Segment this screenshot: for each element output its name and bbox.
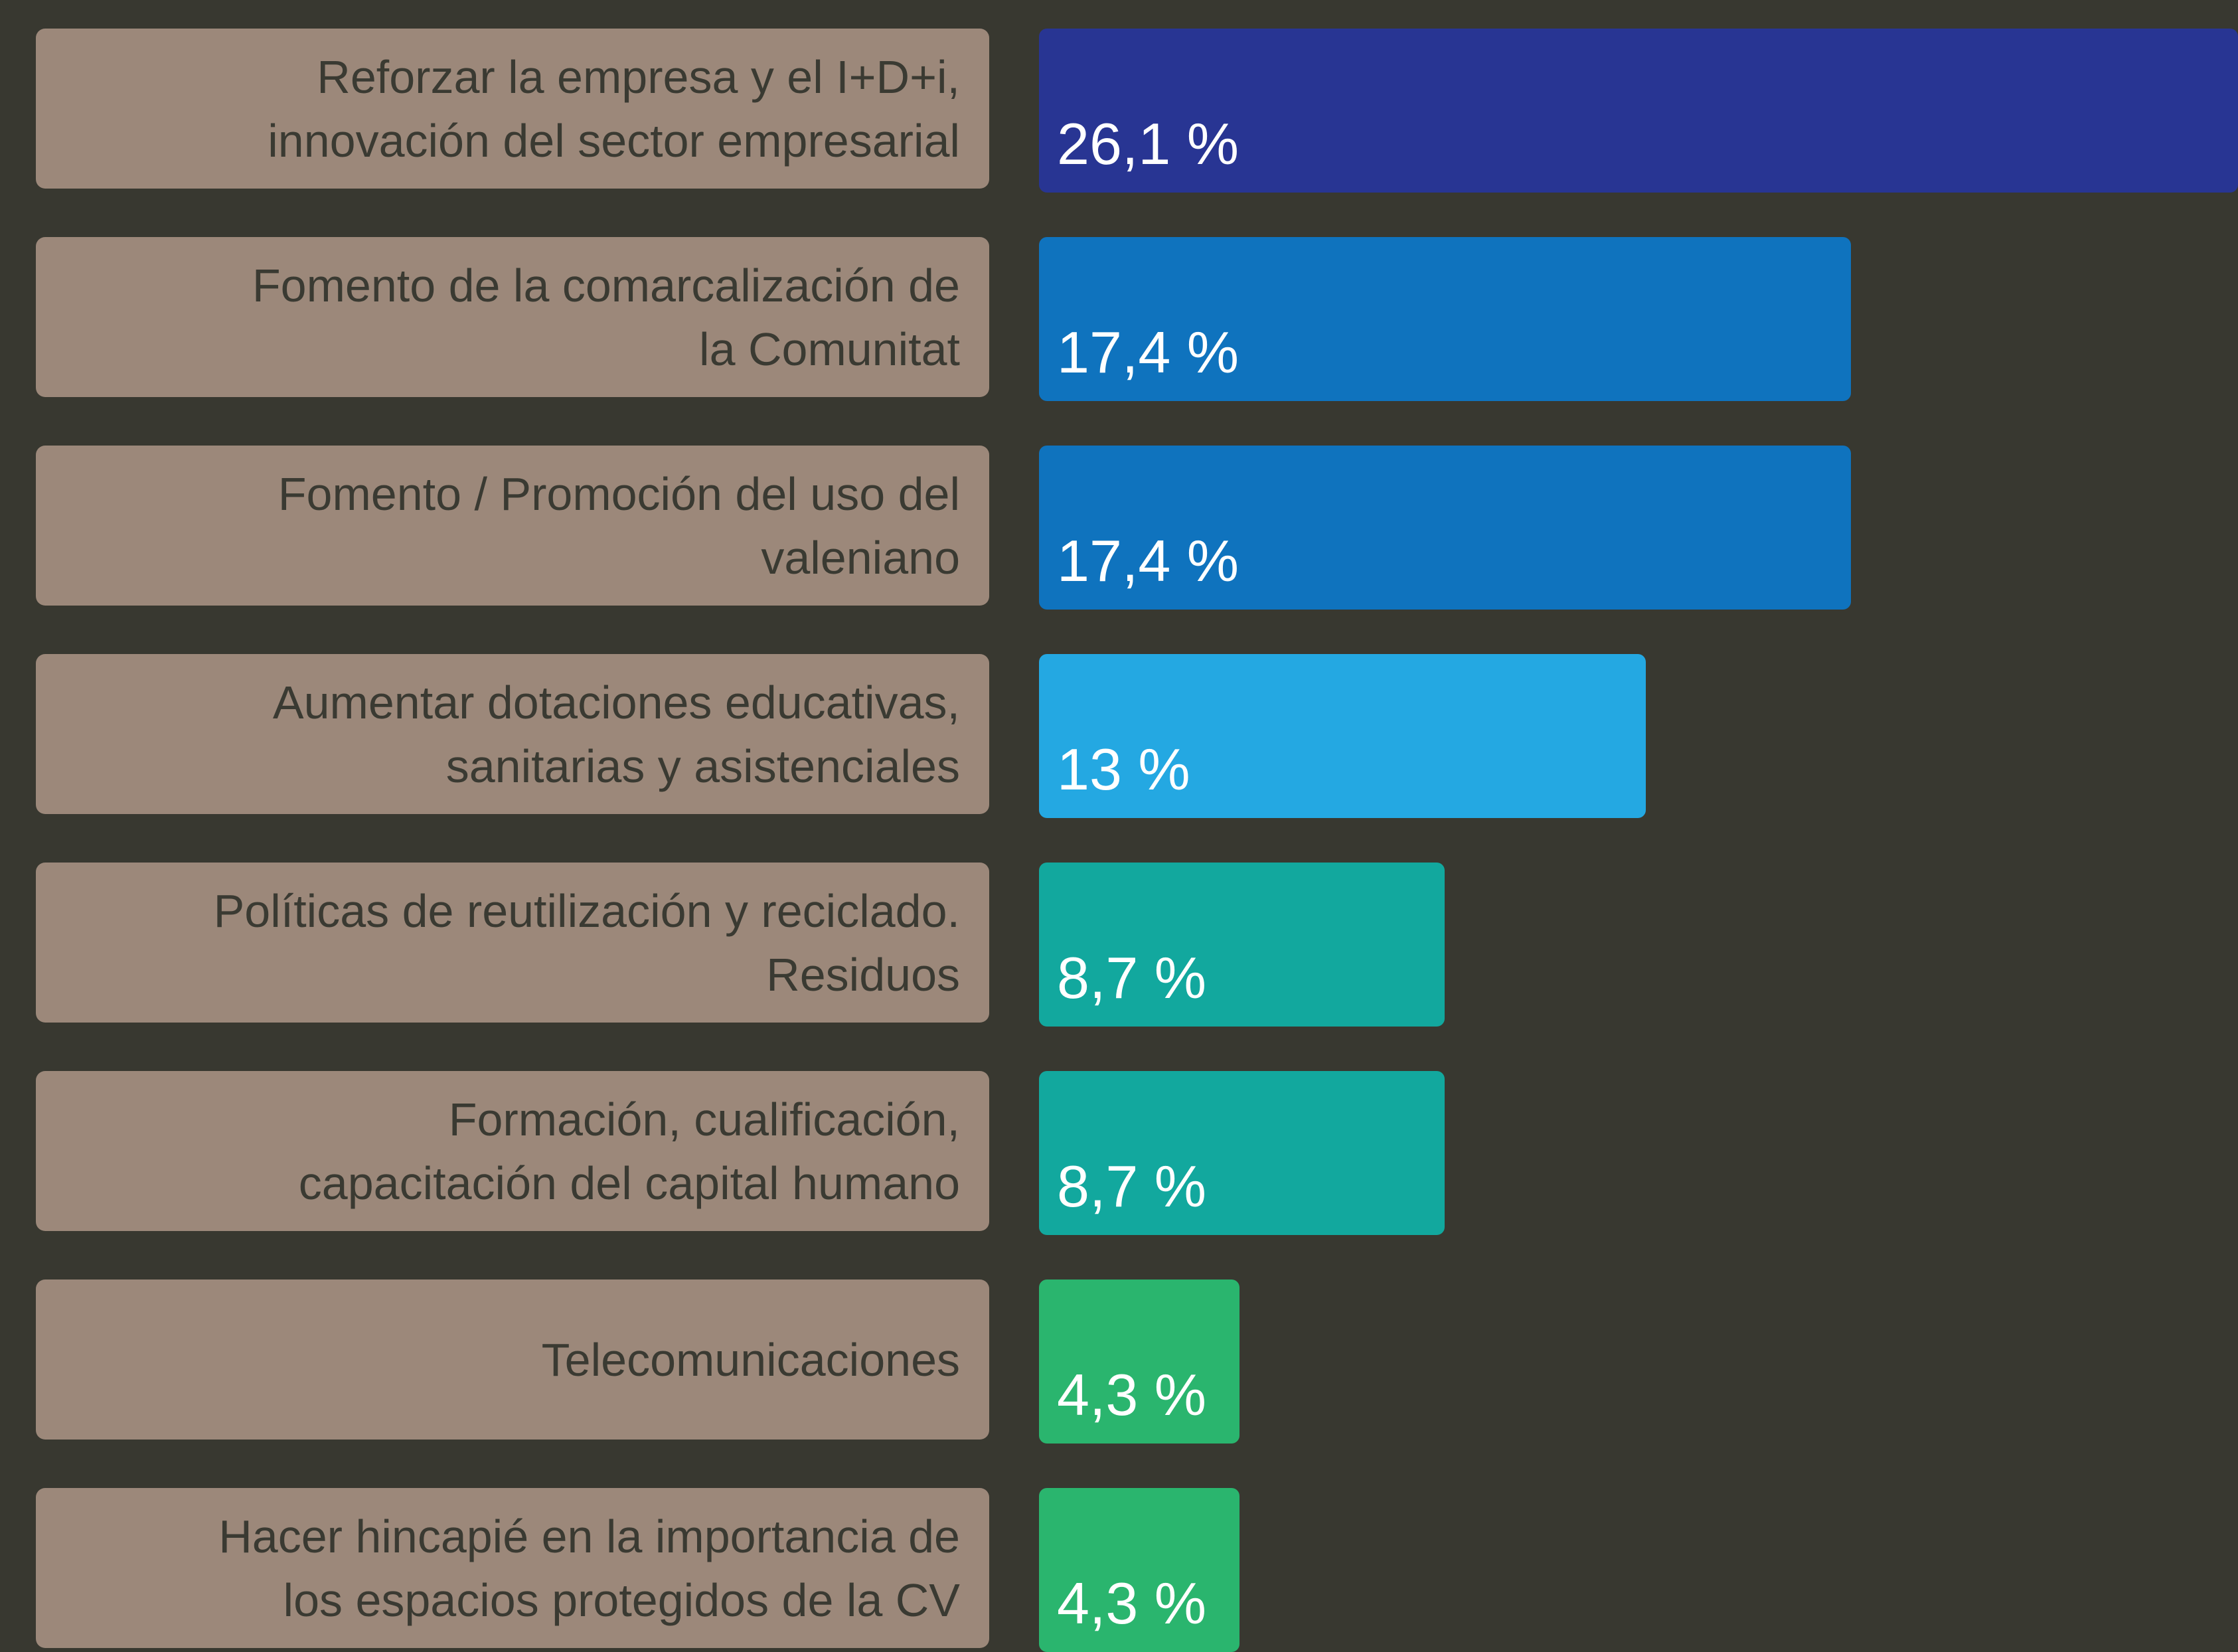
bar xyxy=(1039,863,1445,1027)
category-label: Políticas de reutilización y reciclado. … xyxy=(213,884,960,1001)
value-label: 17,4 % xyxy=(1057,319,1239,385)
category-box: Telecomunicaciones xyxy=(36,1280,989,1440)
category-box: Aumentar dotaciones educativas, sanitari… xyxy=(36,654,989,814)
value-label: 17,4 % xyxy=(1057,528,1239,594)
category-label: Formación, cualificación, capacitación d… xyxy=(298,1093,960,1209)
bar xyxy=(1039,1488,1240,1652)
bar xyxy=(1039,29,2238,193)
category-box: Hacer hincapié en la importancia de los … xyxy=(36,1488,989,1648)
category-box: Formación, cualificación, capacitación d… xyxy=(36,1071,989,1231)
category-box: Reforzar la empresa y el I+D+i, innovaci… xyxy=(36,29,989,189)
category-label: Aumentar dotaciones educativas, sanitari… xyxy=(272,676,960,792)
category-box: Políticas de reutilización y reciclado. … xyxy=(36,863,989,1023)
bar xyxy=(1039,237,1851,401)
value-label: 26,1 % xyxy=(1057,111,1239,177)
value-label: 4,3 % xyxy=(1057,1362,1207,1428)
bar xyxy=(1039,1280,1240,1444)
value-label: 13 % xyxy=(1057,736,1190,802)
value-label: 8,7 % xyxy=(1057,945,1207,1011)
category-label: Telecomunicaciones xyxy=(541,1333,960,1386)
category-box: Fomento / Promoción del uso del valenian… xyxy=(36,446,989,606)
value-label: 8,7 % xyxy=(1057,1153,1207,1219)
category-label: Fomento / Promoción del uso del valenian… xyxy=(278,467,960,584)
category-box: Fomento de la comarcalización de la Comu… xyxy=(36,237,989,397)
value-label: 4,3 % xyxy=(1057,1570,1207,1636)
bar xyxy=(1039,1071,1445,1235)
category-label: Reforzar la empresa y el I+D+i, innovaci… xyxy=(268,50,960,167)
category-label: Hacer hincapié en la importancia de los … xyxy=(218,1510,960,1626)
bar xyxy=(1039,654,1646,818)
bar xyxy=(1039,446,1851,610)
category-label: Fomento de la comarcalización de la Comu… xyxy=(252,259,960,375)
